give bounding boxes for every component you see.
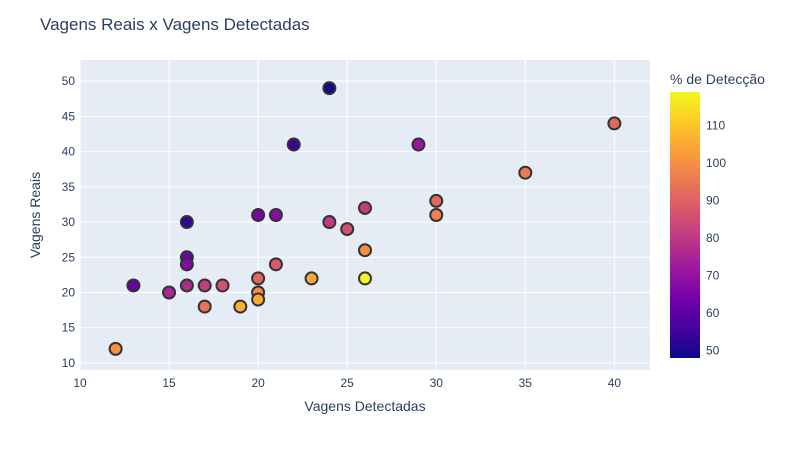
scatter-point[interactable] [251,271,266,286]
colorbar-tick-label: 100 [706,156,726,170]
y-tick-label: 45 [62,109,76,123]
colorbar-tick-label: 80 [706,231,720,245]
x-tick-label: 25 [341,376,355,390]
scatter-point[interactable] [358,271,372,286]
y-tick-label: 50 [62,74,76,88]
x-axis-title: Vagens Detectadas [304,398,425,414]
y-tick-label: 10 [62,356,76,370]
y-tick-label: 35 [62,180,76,194]
colorbar-title: % de Detecção [670,71,765,87]
scatter-point[interactable] [268,257,283,272]
y-tick-label: 25 [62,250,76,264]
scatter-point[interactable] [126,278,141,293]
x-tick-label: 40 [608,376,622,390]
scatter-point[interactable] [108,341,123,356]
x-tick-label: 20 [251,376,265,390]
scatter-point[interactable] [322,81,337,96]
scatter-point[interactable] [179,278,194,293]
x-tick-label: 30 [430,376,444,390]
x-tick-label: 15 [162,376,176,390]
scatter-point[interactable] [162,285,177,300]
scatter-point[interactable] [518,165,533,180]
scatter-point[interactable] [251,208,266,222]
scatter-point[interactable] [197,299,212,314]
chart-title: Vagens Reais x Vagens Detectadas [40,15,310,34]
scatter-point[interactable] [358,200,372,215]
x-tick-label: 10 [73,376,87,390]
colorbar-tick-label: 60 [706,306,720,320]
x-tick-label: 35 [519,376,533,390]
colorbar-tick-label: 90 [706,194,720,208]
scatter-point[interactable] [179,215,194,230]
scatter-point[interactable] [607,116,622,131]
scatter-point[interactable] [286,137,301,152]
scatter-point[interactable] [179,257,194,272]
scatter-point[interactable] [322,215,337,230]
colorbar-ticks: 50 60 70 80 90 100 110 [706,119,726,358]
scatter-point[interactable] [411,137,426,152]
scatter-point[interactable] [215,278,230,293]
plot-area [80,60,650,370]
y-tick-label: 15 [62,321,76,335]
y-tick-label: 40 [62,145,76,159]
colorbar-tick-label: 50 [706,344,720,358]
colorbar-tick-label: 110 [706,119,725,133]
colorbar [670,92,700,358]
gridlines [79,60,650,370]
colorbar-tick-label: 70 [706,269,720,283]
data-points [108,81,622,356]
scatter-point[interactable] [304,271,319,286]
y-axis-ticks: 10 15 20 25 30 35 40 45 50 [62,74,76,370]
scatter-point[interactable] [268,208,283,222]
scatter-point[interactable] [251,292,266,307]
y-axis-title: Vagens Reais [27,172,43,258]
scatter-point[interactable] [358,243,372,258]
scatter-point[interactable] [429,208,444,222]
y-tick-label: 30 [62,215,76,229]
scatter-point[interactable] [197,278,212,293]
scatter-point[interactable] [429,193,444,208]
y-tick-label: 20 [62,286,76,300]
x-axis-ticks: 10 15 20 25 30 35 40 [73,376,621,390]
scatter-point[interactable] [233,299,248,314]
scatter-point[interactable] [340,222,355,237]
